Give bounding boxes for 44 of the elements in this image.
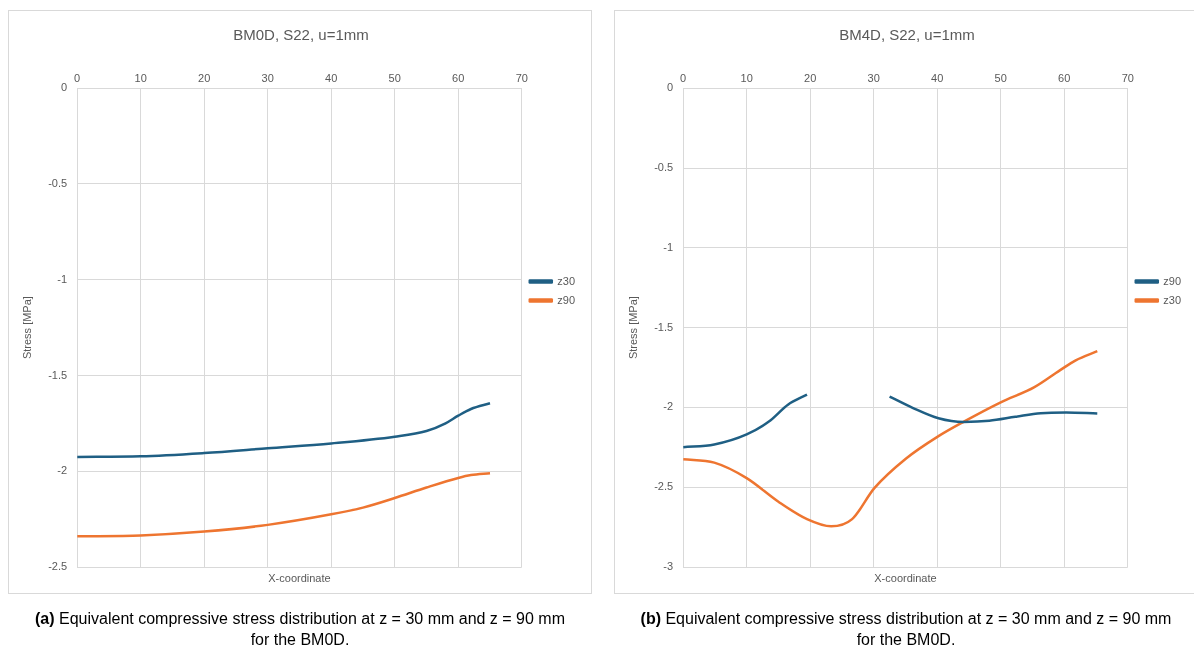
y-tick-label: -2.5 — [654, 480, 674, 493]
x-tick-label: 10 — [134, 71, 147, 84]
x-tick-label: 20 — [198, 71, 211, 84]
legend-label: z90 — [1163, 274, 1182, 287]
y-tick-label: -3 — [663, 560, 674, 573]
chart-title: BM4D, S22, u=1mm — [839, 26, 975, 44]
x-tick-label: 50 — [994, 71, 1007, 84]
legend-label: z30 — [1163, 293, 1182, 306]
y-axis-title: Stress [MPa] — [626, 296, 639, 360]
y-tick-label: 0 — [61, 81, 68, 94]
line-series — [683, 349, 1099, 528]
x-tick-label: 60 — [452, 71, 465, 84]
legend-label: z30 — [557, 274, 576, 287]
x-tick-label: 50 — [388, 71, 401, 84]
x-axis-title: X-coordinate — [874, 571, 937, 584]
y-tick-label: -2 — [663, 400, 674, 413]
y-tick-label: 0 — [667, 81, 674, 94]
text: (b) Equivalent compressive stress distribution at z = 30 mm and z = 90 mm for the BM0D. — [639, 609, 1173, 648]
line-series — [77, 471, 492, 538]
x-tick-label: 30 — [261, 71, 274, 84]
x-tick-label: 70 — [515, 71, 528, 84]
x-tick-label: 0 — [74, 71, 81, 84]
y-tick-label: -1 — [57, 272, 68, 285]
x-tick-label: 60 — [1058, 71, 1071, 84]
text: (a) Equivalent compressive stress distribution at z = 30 mm and z = 90 mm for the BM0D. — [34, 609, 566, 648]
x-axis-title: X-coordinate — [268, 571, 331, 584]
chart-title: BM0D, S22, u=1mm — [233, 26, 369, 44]
x-tick-label: 30 — [867, 71, 880, 84]
y-tick-label: -0.5 — [48, 176, 68, 189]
legend-label: z90 — [557, 293, 576, 306]
y-tick-label: -2 — [57, 464, 68, 477]
x-tick-label: 40 — [325, 71, 338, 84]
x-tick-label: 40 — [931, 71, 944, 84]
y-tick-label: -2.5 — [48, 560, 68, 573]
x-tick-label: 0 — [680, 71, 687, 84]
x-tick-label: 20 — [804, 71, 817, 84]
y-tick-label: -1.5 — [654, 320, 674, 333]
x-tick-label: 10 — [740, 71, 753, 84]
y-tick-label: -1.5 — [48, 368, 68, 381]
y-tick-label: -1 — [663, 240, 674, 253]
y-tick-label: -0.5 — [654, 161, 674, 174]
line-series — [77, 402, 492, 459]
x-tick-label: 70 — [1121, 71, 1134, 84]
y-axis-title: Stress [MPa] — [20, 296, 33, 360]
